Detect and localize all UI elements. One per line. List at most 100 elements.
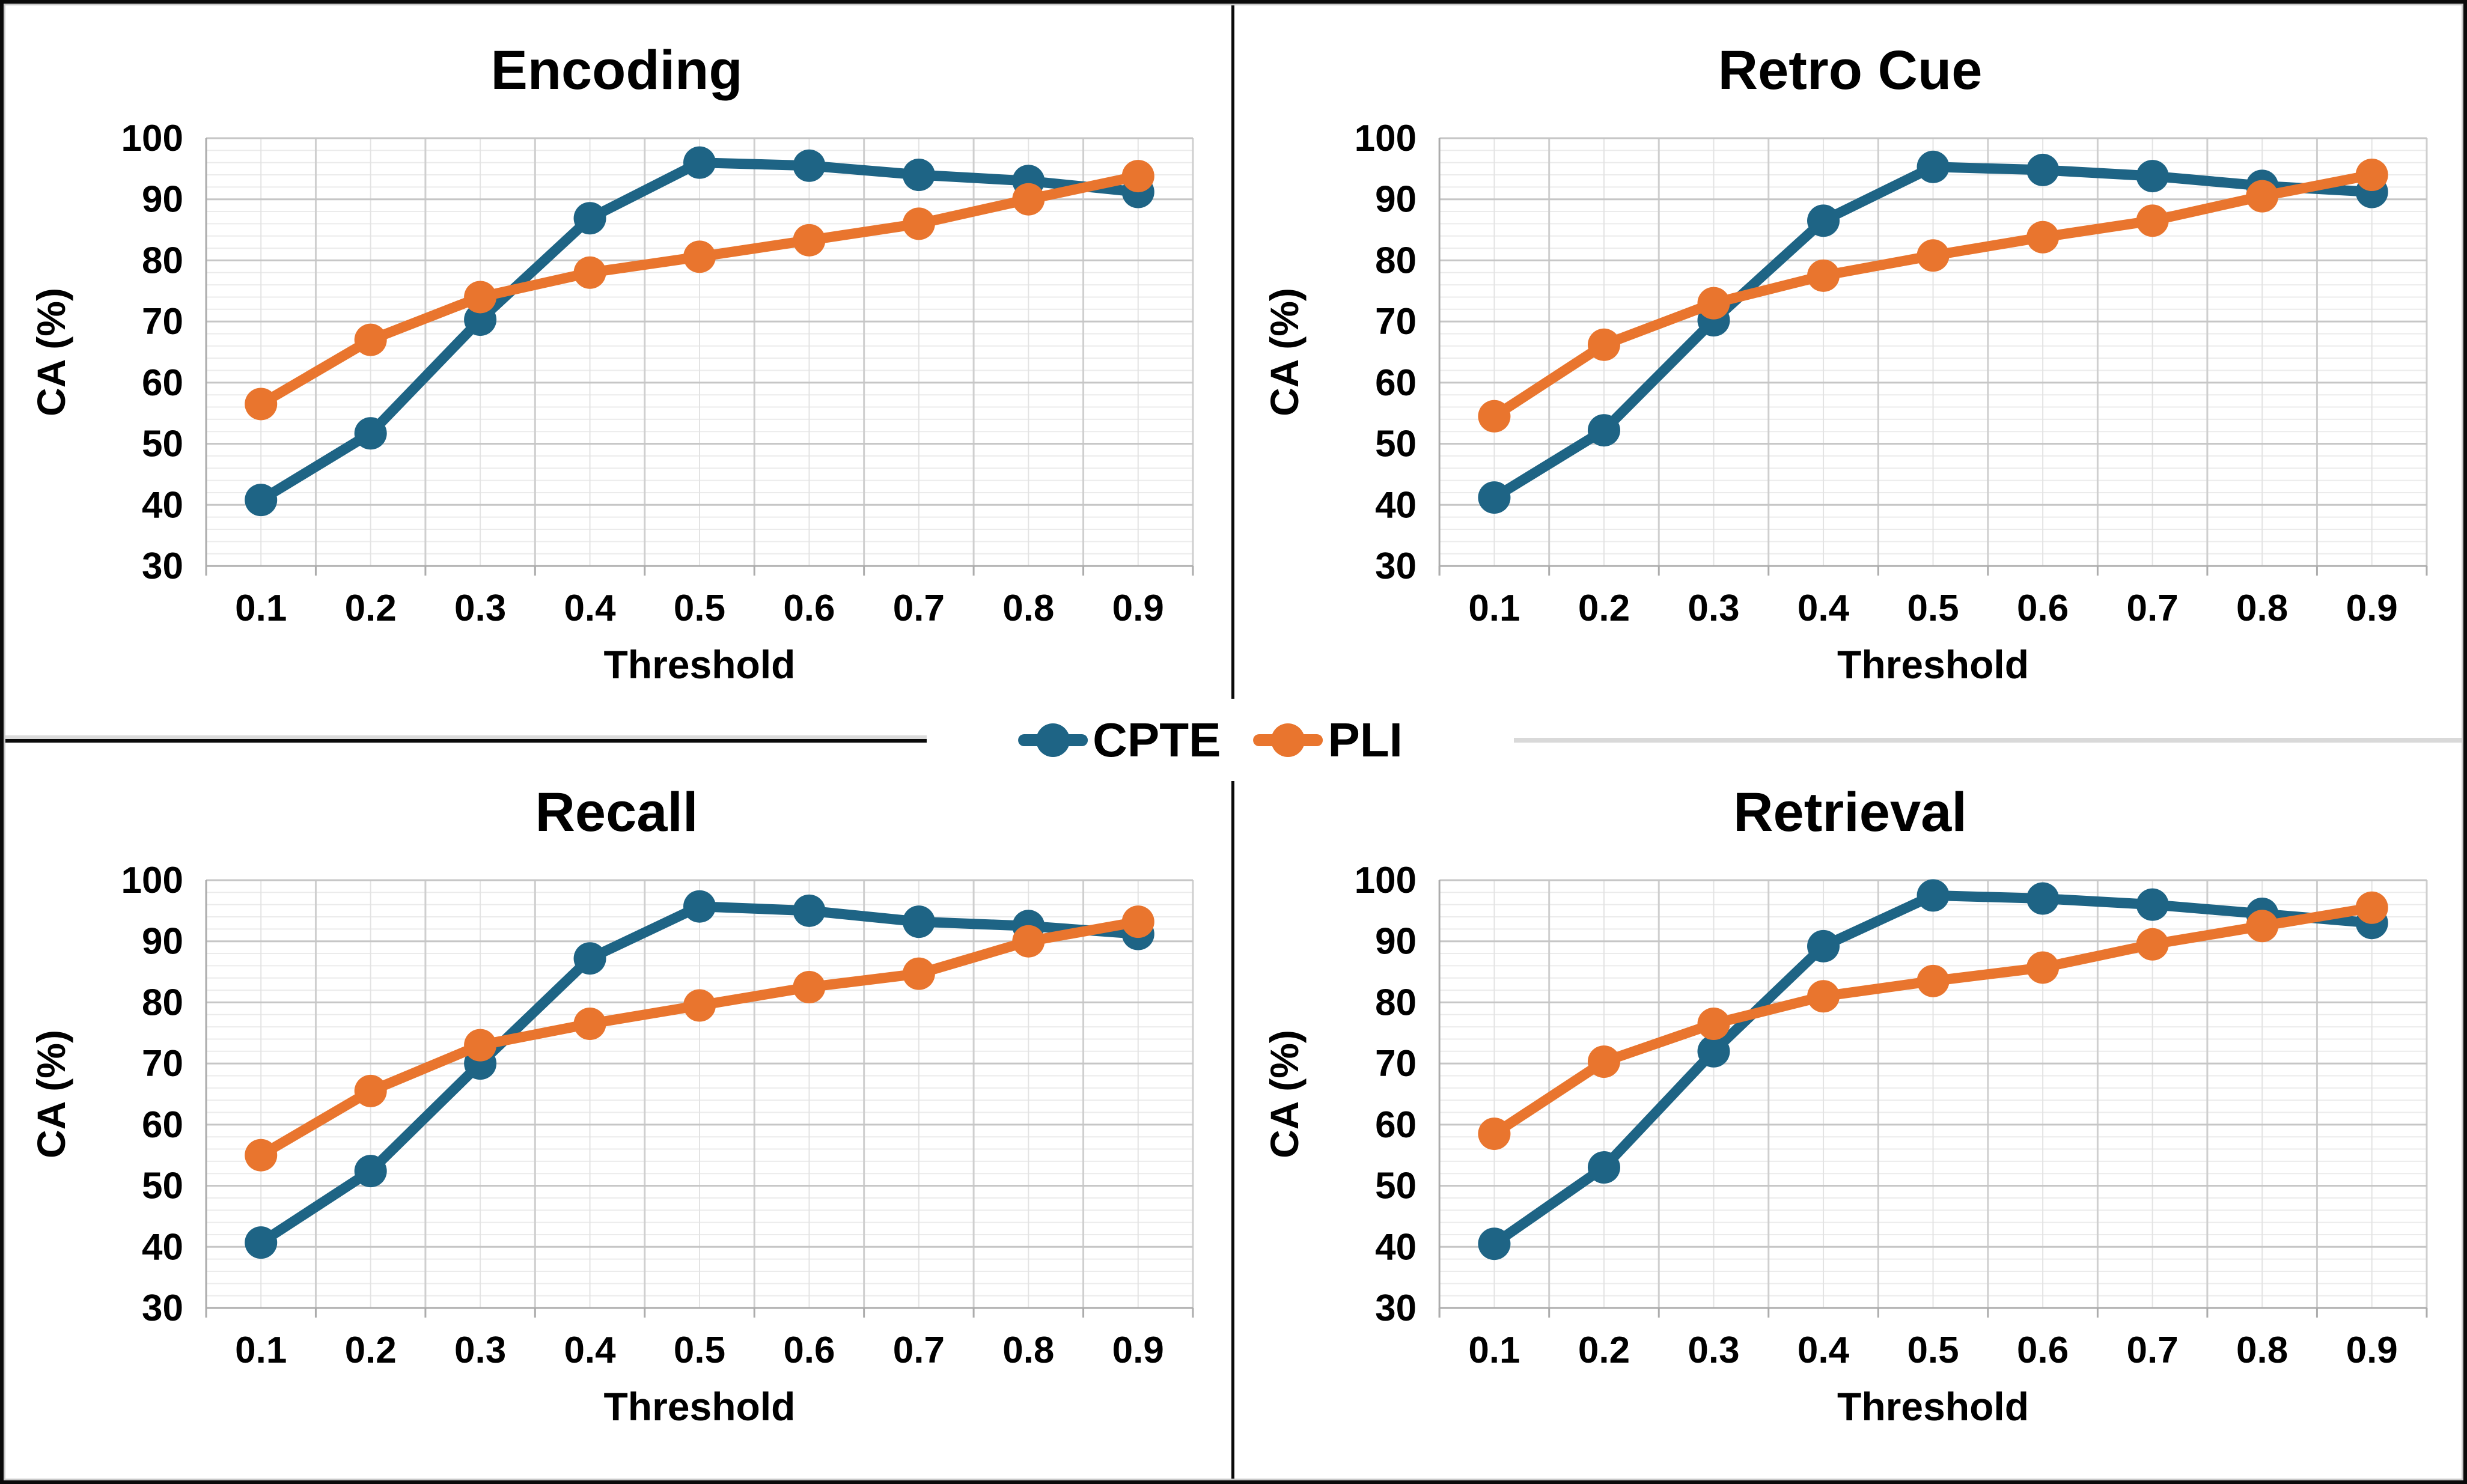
cpte-data-point xyxy=(1807,929,1840,962)
svg-text:40: 40 xyxy=(142,484,183,526)
series-pli xyxy=(1478,159,2388,433)
pli-data-point xyxy=(2026,220,2060,254)
pli-data-point xyxy=(793,971,826,1003)
svg-text:0.5: 0.5 xyxy=(674,1330,725,1371)
cpte-data-point xyxy=(464,303,497,336)
svg-text:60: 60 xyxy=(142,1104,183,1146)
vertical-divider-bottom xyxy=(1231,781,1234,1484)
pli-data-point xyxy=(1697,287,1730,320)
pli-data-point xyxy=(1697,1008,1730,1041)
cpte-data-point xyxy=(2136,888,2169,921)
cpte-data-point xyxy=(573,202,606,235)
series-pli xyxy=(1478,891,2388,1151)
svg-text:80: 80 xyxy=(1375,982,1416,1023)
pli-data-point xyxy=(683,240,716,273)
pli-data-point xyxy=(793,224,826,257)
svg-text:40: 40 xyxy=(1375,484,1416,526)
svg-text:100: 100 xyxy=(121,118,183,159)
svg-text:50: 50 xyxy=(1375,1166,1416,1207)
cpte-data-point xyxy=(245,484,278,517)
pli-data-point xyxy=(1807,259,1840,292)
svg-text:100: 100 xyxy=(1355,860,1416,901)
pli-data-point xyxy=(1917,964,1950,997)
svg-text:0.5: 0.5 xyxy=(1907,588,1959,629)
pli-data-point xyxy=(902,957,935,990)
cpte-data-point xyxy=(2026,153,2060,186)
chart-panel-encoding: 30 40 50 60 70 80 90 100 0.1 0.2 0.3 0.4 0.5 0.6 0.7 0.… xyxy=(0,0,1233,742)
pli-data-point xyxy=(683,989,716,1022)
svg-text:40: 40 xyxy=(142,1226,183,1268)
svg-text:30: 30 xyxy=(1375,546,1416,587)
svg-text:0.6: 0.6 xyxy=(783,588,835,629)
pli-data-point xyxy=(573,1008,606,1041)
horizontal-divider-left-black xyxy=(0,739,927,743)
svg-text:80: 80 xyxy=(142,240,183,281)
cpte-data-point xyxy=(2026,882,2060,915)
svg-text:0.2: 0.2 xyxy=(345,1330,397,1371)
svg-text:0.3: 0.3 xyxy=(454,1330,506,1371)
y-axis-title: CA (%) xyxy=(1262,1030,1307,1158)
pli-line-marker-icon xyxy=(1253,723,1323,757)
svg-text:80: 80 xyxy=(142,982,183,1023)
svg-text:60: 60 xyxy=(1375,362,1416,404)
svg-text:100: 100 xyxy=(1355,118,1416,159)
svg-text:60: 60 xyxy=(142,362,183,404)
svg-text:30: 30 xyxy=(142,546,183,587)
pli-data-point xyxy=(1587,1045,1620,1078)
axes-lines xyxy=(205,880,1194,1318)
svg-text:30: 30 xyxy=(1375,1288,1416,1329)
svg-text:0.1: 0.1 xyxy=(1468,1330,1520,1371)
x-tick-labels: 0.1 0.2 0.3 0.4 0.5 0.6 0.7 0.8 0.9 xyxy=(235,1330,1164,1371)
svg-text:70: 70 xyxy=(1375,1043,1416,1084)
y-axis-title: CA (%) xyxy=(29,1030,73,1158)
legend: CPTE PLI xyxy=(994,705,1427,775)
svg-text:0.7: 0.7 xyxy=(2127,1330,2179,1371)
chart-panel-recall: 30 40 50 60 70 80 90 100 0.1 0.2 0.3 0.4 0.5 0.6 0.7 0.… xyxy=(0,742,1233,1484)
pli-data-point xyxy=(1012,183,1045,216)
chart-title: Retro Cue xyxy=(1718,39,1983,101)
pli-dot-icon xyxy=(1271,723,1305,757)
svg-text:0.1: 0.1 xyxy=(235,1330,287,1371)
pli-data-point xyxy=(1807,980,1840,1013)
x-axis-title: Threshold xyxy=(1837,1384,2029,1429)
pli-data-point xyxy=(1121,160,1154,193)
svg-text:0.9: 0.9 xyxy=(2346,1330,2398,1371)
cpte-data-point xyxy=(354,1155,387,1188)
y-tick-labels: 30 40 50 60 70 80 90 100 xyxy=(121,118,183,587)
svg-text:30: 30 xyxy=(142,1288,183,1329)
cpte-data-point xyxy=(1587,1151,1620,1184)
series-pli xyxy=(245,905,1154,1172)
pli-data-point xyxy=(354,1074,387,1107)
cpte-data-point xyxy=(902,159,935,192)
svg-text:60: 60 xyxy=(1375,1104,1416,1146)
svg-text:90: 90 xyxy=(142,921,183,962)
cpte-data-point xyxy=(1697,1035,1730,1068)
vertical-divider-top xyxy=(1231,0,1234,699)
x-axis-title: Threshold xyxy=(603,642,795,687)
vertical-gridlines xyxy=(260,138,1194,566)
pli-data-point xyxy=(464,281,497,314)
y-tick-labels: 30 40 50 60 70 80 90 100 xyxy=(1355,118,1416,587)
svg-text:100: 100 xyxy=(121,860,183,901)
svg-text:0.8: 0.8 xyxy=(1002,1330,1054,1371)
chart-title: Encoding xyxy=(490,40,742,101)
pli-data-point xyxy=(2246,910,2279,943)
vertical-gridlines xyxy=(1493,880,2428,1308)
svg-text:50: 50 xyxy=(142,1166,183,1207)
svg-text:40: 40 xyxy=(1375,1226,1416,1268)
x-axis-title: Threshold xyxy=(1837,642,2029,687)
pli-data-point xyxy=(1121,905,1154,938)
pli-data-point xyxy=(2026,951,2060,984)
svg-text:0.8: 0.8 xyxy=(2236,1330,2288,1371)
svg-text:50: 50 xyxy=(1375,424,1416,465)
svg-text:0.3: 0.3 xyxy=(454,588,506,629)
cpte-data-point xyxy=(902,905,935,938)
pli-data-point xyxy=(2136,204,2169,237)
chart-panel-retro-cue: 30 40 50 60 70 80 90 100 0.1 0.2 0.3 0.4 0.5 0.6 0.7 0.… xyxy=(1233,0,2467,742)
pli-data-point xyxy=(1012,925,1045,958)
cpte-dot-icon xyxy=(1036,723,1070,757)
legend-item-pli: PLI xyxy=(1253,716,1403,764)
